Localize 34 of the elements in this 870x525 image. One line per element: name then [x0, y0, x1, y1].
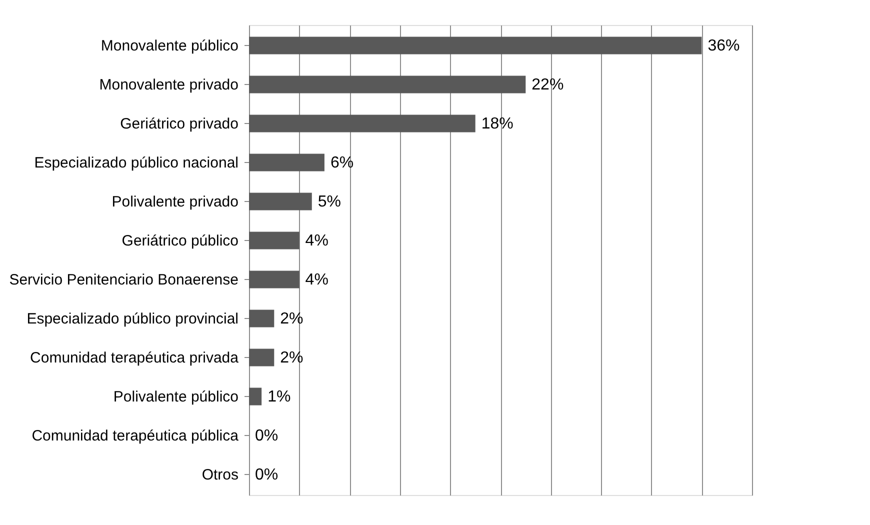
y-tick-label: Polivalente público: [113, 388, 238, 406]
bar: [249, 36, 702, 54]
data-label: 0%: [255, 466, 278, 484]
bar: [249, 348, 274, 366]
data-label: 6%: [330, 154, 354, 172]
y-tick-label: Geriátrico público: [122, 232, 238, 250]
data-label: 1%: [268, 388, 291, 406]
bar: [249, 310, 274, 328]
y-tick-label: Comunidad terapéutica privada: [30, 350, 240, 367]
data-label: 2%: [280, 350, 304, 367]
y-tick-label: Geriátrico privado: [120, 115, 238, 132]
bar: [249, 270, 300, 288]
data-label: 18%: [481, 115, 514, 132]
data-label: 2%: [280, 310, 304, 328]
bar: [249, 232, 300, 250]
data-label: 4%: [305, 232, 328, 250]
y-tick-label: Especializado público nacional: [34, 154, 238, 172]
y-tick-label: Otros: [202, 466, 238, 484]
data-label: 36%: [708, 37, 740, 54]
bar: [249, 192, 312, 210]
data-label: 0%: [255, 428, 278, 445]
y-tick-label: Comunidad terapéutica pública: [32, 428, 240, 445]
y-tick-label: Especializado público provincial: [26, 310, 238, 328]
data-label: 4%: [305, 272, 328, 288]
y-tick-label: Servicio Penitenciario Bonaerense: [9, 272, 238, 288]
y-tick-label: Polivalente privado: [112, 193, 238, 210]
data-label: 5%: [318, 193, 341, 210]
bar: [249, 114, 476, 132]
bar: [249, 76, 526, 94]
data-label: 22%: [532, 76, 564, 94]
y-tick-label: Monovalente público: [100, 37, 238, 54]
bar: [249, 154, 324, 172]
y-tick-label: Monovalente privado: [99, 76, 238, 94]
bar: [249, 388, 262, 406]
